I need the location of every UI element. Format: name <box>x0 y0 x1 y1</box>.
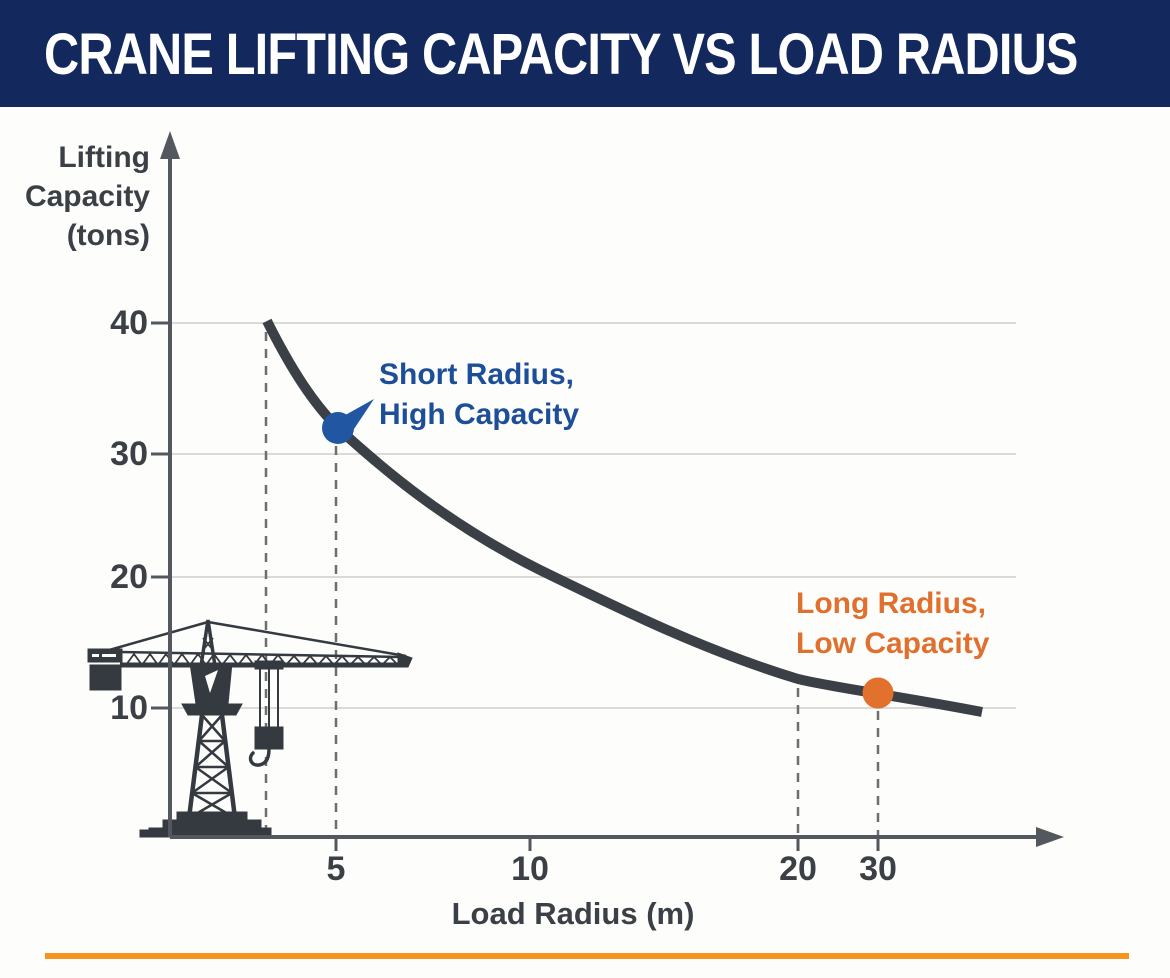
crane-base-ledge <box>139 829 153 838</box>
annotation-long-radius: Long Radius, Low Capacity <box>796 587 990 660</box>
annotation-short-radius: Short Radius, High Capacity <box>379 358 580 431</box>
crane-counter-jib-mark2 <box>102 654 116 657</box>
crane-counterweight <box>89 664 122 691</box>
axes <box>151 131 1064 851</box>
crane-jib-top-chord <box>119 650 401 659</box>
crane-counter-jib-mark <box>92 654 99 657</box>
crane-mast <box>186 714 238 820</box>
x-tick-label-20: 20 <box>779 850 817 888</box>
y-axis-arrow-icon <box>160 131 180 159</box>
crane-cab-notch <box>205 670 218 693</box>
header-banner: CRANE LIFTING CAPACITY VS LOAD RADIUS <box>0 0 1170 107</box>
data-points <box>322 399 894 709</box>
y-tick-label-30: 30 <box>110 435 148 473</box>
crane-apex-brace <box>202 637 214 651</box>
x-axis-arrow-icon <box>1036 827 1064 847</box>
crane-trolley <box>254 660 284 670</box>
x-axis-title: Load Radius (m) <box>451 896 695 931</box>
y-axis-title: Lifting Capacity (tons) <box>24 141 150 252</box>
x-tick-label-30: 30 <box>859 850 897 888</box>
crane-hook <box>248 747 271 767</box>
footer-accent-bar <box>45 953 1129 959</box>
crane-jib-tip <box>397 652 413 668</box>
crane-hoist-cables <box>259 669 279 727</box>
y-tick-label-10: 10 <box>110 689 148 727</box>
crane-hook-block <box>254 726 284 750</box>
page-title: CRANE LIFTING CAPACITY VS LOAD RADIUS <box>44 22 1078 87</box>
data-point-long-radius <box>862 677 894 709</box>
data-point-short-radius <box>322 412 354 444</box>
crane-cable-right <box>207 620 407 658</box>
crane-collar <box>181 703 243 716</box>
dashed-guides <box>264 332 880 836</box>
y-tick-label-40: 40 <box>110 304 148 342</box>
x-tick-label-10: 10 <box>511 850 549 888</box>
x-tick-label-5: 5 <box>326 850 346 888</box>
tower-crane-icon <box>87 619 413 838</box>
y-tick-label-20: 20 <box>110 558 148 596</box>
